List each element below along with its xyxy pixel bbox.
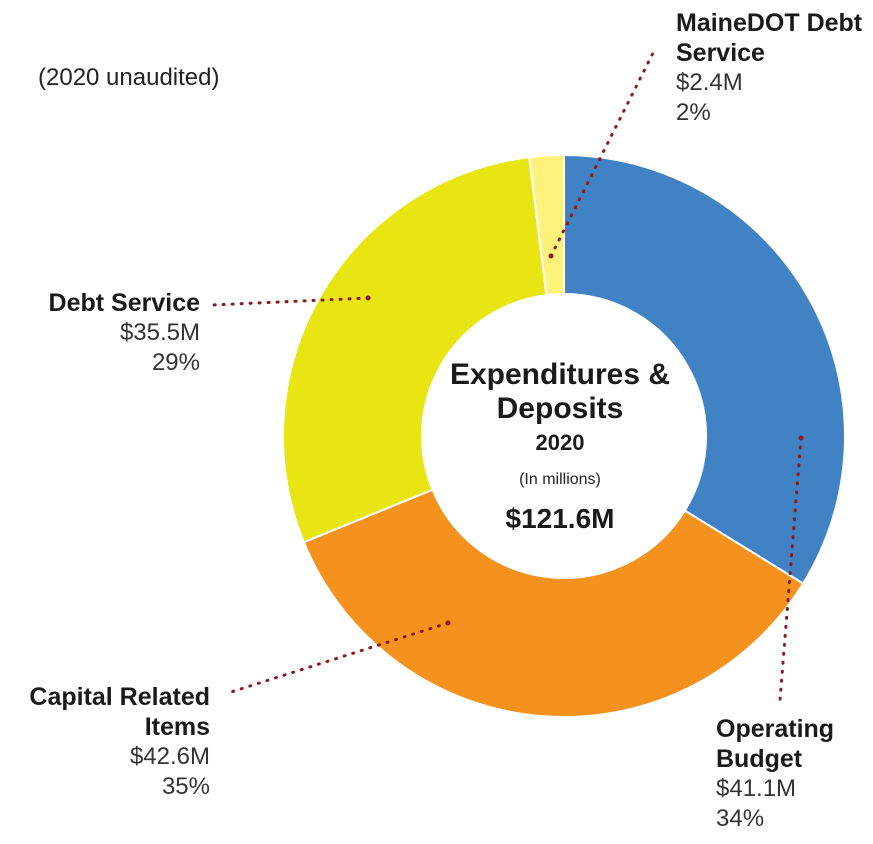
donut-slices xyxy=(282,153,846,718)
slice-name: MaineDOT Debt Service xyxy=(676,9,863,67)
leader-anchor-dot xyxy=(445,620,451,626)
slice-operating-budget xyxy=(563,153,846,585)
label-operating-budget: Operating Budget $41.1M 34% xyxy=(716,714,866,834)
leader-lines xyxy=(210,45,804,702)
center-unit-note: (In millions) xyxy=(519,471,601,488)
label-maine-dot-debt-service: MaineDOT Debt Service $2.4M 2% xyxy=(676,8,873,128)
slice-percent: 29% xyxy=(151,349,200,376)
center-summary: Expenditures & Deposits 2020 (In million… xyxy=(420,358,700,536)
slice-percent: 35% xyxy=(161,773,210,800)
slice-name: Debt Service xyxy=(48,289,200,317)
leader-line-operating-budget xyxy=(778,436,803,702)
slice-percent: 34% xyxy=(716,805,765,832)
center-year: 2020 xyxy=(535,430,585,455)
leader-line-debt-service xyxy=(210,296,370,307)
slice-value: $42.6M xyxy=(129,743,210,770)
slice-value: $2.4M xyxy=(676,69,743,96)
center-total: $121.6M xyxy=(505,503,615,534)
slice-percent: 2% xyxy=(676,99,711,126)
slice-value: $41.1M xyxy=(716,775,797,802)
slice-value: $35.5M xyxy=(119,319,200,346)
slice-name: Capital Related Items xyxy=(29,683,210,741)
leader-line-mainedot-debt-service xyxy=(549,45,658,258)
leader-anchor-dot xyxy=(798,435,804,441)
leader-line-capital-related-items xyxy=(226,621,450,695)
label-capital-related-items: Capital Related Items $42.6M 35% xyxy=(0,682,210,802)
center-title: Expenditures & Deposits xyxy=(449,358,671,425)
unaudited-note: (2020 unaudited) xyxy=(38,64,220,91)
slice-capital-related-items xyxy=(302,488,805,718)
slice-name: Operating Budget xyxy=(716,715,835,773)
leader-anchor-dot xyxy=(548,253,554,259)
slice-mainedot-debt-service xyxy=(528,153,565,297)
label-debt-service: Debt Service $35.5M 29% xyxy=(0,288,200,378)
leader-anchor-dot xyxy=(365,295,371,301)
slice-debt-service xyxy=(282,156,548,544)
